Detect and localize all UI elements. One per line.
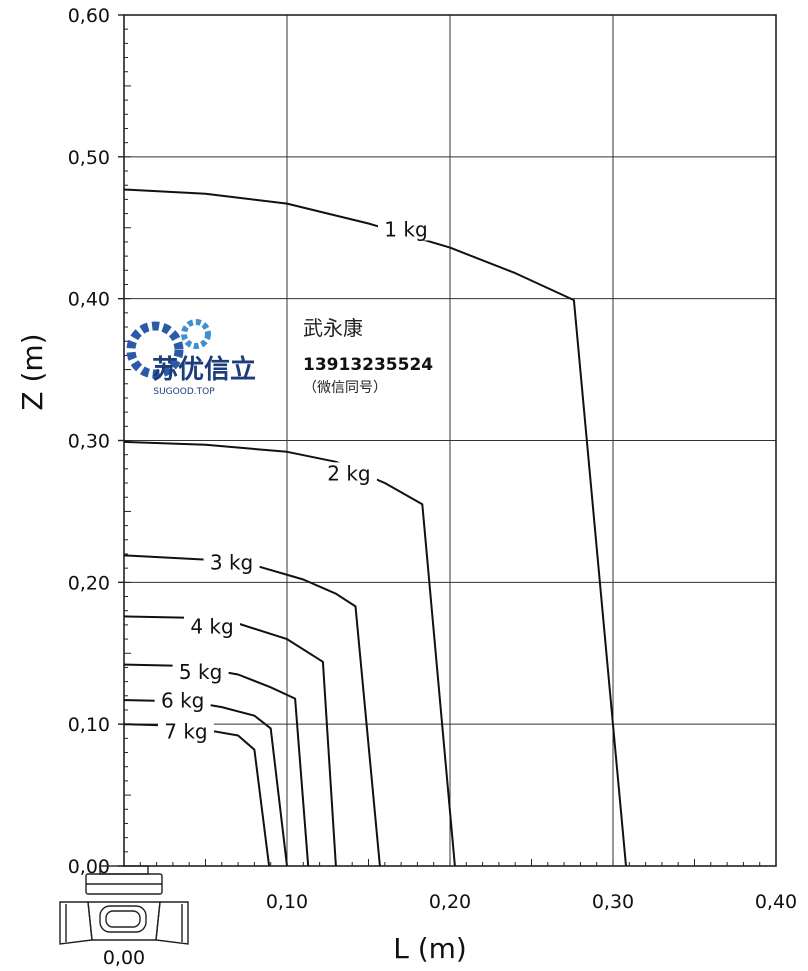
x-tick-label: 0,00: [103, 947, 145, 969]
x-tick-labels: 0,00 0,10 0,20 0,30 0,40: [103, 891, 797, 969]
series-line: [123, 723, 271, 867]
series-4-kg: 4 kg: [123, 615, 337, 867]
grid-lines: [124, 15, 776, 866]
y-tick-label: 0,50: [68, 147, 110, 169]
y-tick-label: 0,10: [68, 714, 110, 736]
series-line: [123, 188, 627, 867]
minor-ticks: [118, 14, 761, 867]
y-tick-labels: 0,000,100,200,300,400,500,60: [68, 5, 110, 878]
watermark-note: （微信同号）: [303, 380, 387, 396]
robot-base-drawing: [59, 865, 189, 945]
x-tick-label: 0,40: [755, 891, 797, 913]
watermark: 苏优信立 SUGOOD.TOP 武永康 13913235524 （微信同号）: [126, 316, 433, 397]
series-label-bg: [377, 218, 434, 241]
series-label-bg: [320, 462, 377, 485]
x-tick-label: 0,30: [592, 891, 634, 913]
series-5-kg: 5 kg: [123, 660, 310, 867]
series-label: 7 kg: [164, 720, 207, 744]
series-label: 1 kg: [384, 217, 427, 241]
payload-curves: 1 kg 2 kg 3 kg 4 kg 5 kg 6 kg 7 kg: [123, 188, 627, 867]
watermark-phone: 13913235524: [303, 355, 433, 375]
series-line: [123, 663, 310, 867]
series-line: [123, 615, 337, 867]
series-label-bg: [157, 720, 214, 743]
series-line: [123, 440, 456, 867]
y-tick-label: 0,30: [68, 431, 110, 453]
series-3-kg: 3 kg: [123, 551, 381, 867]
watermark-logo-sub: SUGOOD.TOP: [153, 387, 215, 397]
series-label-bg: [184, 615, 241, 638]
series-label: 3 kg: [210, 551, 253, 575]
y-tick-label: 0,40: [68, 289, 110, 311]
watermark-logo-text: 苏优信立: [152, 354, 256, 385]
robot-body: [99, 905, 147, 933]
series-label-bg: [172, 660, 229, 683]
y-tick-label: 0,60: [68, 5, 110, 27]
series-1-kg: 1 kg: [123, 188, 627, 867]
series-6-kg: 6 kg: [123, 688, 288, 867]
gear-icon: [126, 319, 211, 379]
watermark-name: 武永康: [303, 316, 363, 340]
series-label: 2 kg: [327, 461, 370, 485]
y-axis-label: Z (m): [16, 333, 49, 410]
series-label: 6 kg: [161, 688, 204, 712]
x-tick-label: 0,10: [266, 891, 308, 913]
robot-right-block: [155, 901, 189, 945]
x-axis-label: L (m): [393, 932, 467, 965]
series-label: 5 kg: [179, 660, 222, 684]
series-label: 4 kg: [190, 615, 233, 639]
series-label-bg: [203, 551, 260, 574]
series-label-bg: [154, 689, 211, 712]
series-2-kg: 2 kg: [123, 440, 456, 867]
x-tick-label: 0,20: [429, 891, 471, 913]
robot-left-block: [59, 901, 93, 945]
series-7-kg: 7 kg: [123, 720, 271, 867]
y-tick-label: 0,20: [68, 572, 110, 594]
